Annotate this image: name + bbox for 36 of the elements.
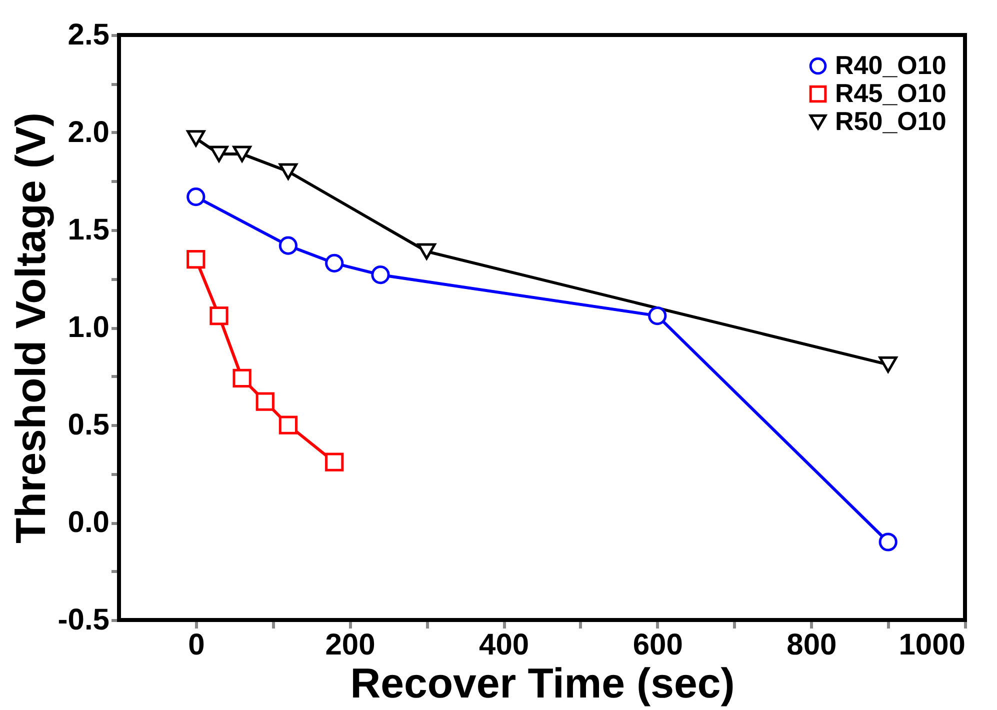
- legend-label: R45_O10: [835, 78, 946, 108]
- y-axis-title: Threshold Voltage (V): [6, 112, 54, 544]
- point: [256, 392, 274, 411]
- point: [232, 146, 252, 162]
- point: [325, 452, 344, 472]
- point: [648, 306, 667, 326]
- y-tick-label: 1.5: [68, 214, 110, 246]
- point: [325, 254, 344, 272]
- point: [186, 250, 206, 269]
- y-tick-label: 2.5: [68, 18, 110, 52]
- point: [186, 130, 206, 147]
- point: [278, 236, 298, 255]
- point: [878, 356, 898, 373]
- y-tick-label: 0.5: [68, 408, 110, 442]
- x-tick-label: 0: [188, 628, 205, 662]
- x-tick-label: 400: [479, 628, 530, 662]
- x-tick-label: 1000: [898, 628, 966, 662]
- point: [278, 416, 298, 434]
- y-tick-label: 2.0: [68, 116, 110, 149]
- point: [878, 532, 898, 552]
- point: [186, 188, 206, 206]
- x-tick-label: 200: [325, 628, 376, 662]
- point: [210, 306, 228, 326]
- y-tick-label: -0.5: [58, 604, 110, 636]
- point: [278, 163, 298, 180]
- y-tick-label: 1.0: [68, 311, 110, 344]
- point: [232, 368, 252, 388]
- point: [417, 243, 436, 260]
- x-tick-label: 800: [786, 628, 837, 662]
- legend-label: R40_O10: [835, 50, 946, 80]
- point: [371, 266, 390, 284]
- x-tick-label: 600: [632, 628, 683, 662]
- x-axis-title: Recover Time (sec): [350, 660, 735, 706]
- point: [210, 146, 228, 162]
- y-tick-label: 0.0: [68, 506, 110, 539]
- legend-label: R50_O10: [835, 106, 946, 136]
